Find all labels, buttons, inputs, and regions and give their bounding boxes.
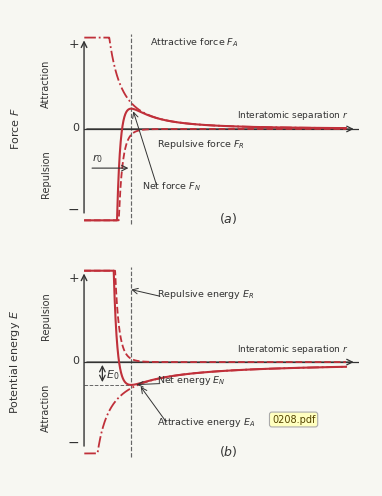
Text: 0: 0	[72, 123, 79, 132]
Text: $(a)$: $(a)$	[219, 211, 237, 226]
Text: Repulsion: Repulsion	[41, 151, 51, 198]
Text: Repulsive force $F_R$: Repulsive force $F_R$	[157, 138, 245, 151]
Text: +: +	[68, 38, 79, 52]
Text: $E_0$: $E_0$	[106, 368, 120, 381]
Text: Interatomic separation $r$: Interatomic separation $r$	[237, 110, 349, 123]
Text: Net force $F_N$: Net force $F_N$	[142, 180, 201, 192]
Text: Potential energy $E$: Potential energy $E$	[8, 310, 22, 414]
Text: −: −	[67, 435, 79, 449]
Text: +: +	[68, 271, 79, 285]
Text: Attractive energy $E_A$: Attractive energy $E_A$	[157, 416, 256, 429]
Text: 0: 0	[72, 356, 79, 366]
Text: Attraction: Attraction	[41, 59, 51, 108]
Text: $r_0$: $r_0$	[92, 153, 103, 165]
Text: $(b)$: $(b)$	[219, 444, 238, 459]
Text: Attractive force $F_A$: Attractive force $F_A$	[149, 36, 238, 49]
Text: Repulsive energy $E_R$: Repulsive energy $E_R$	[157, 288, 255, 301]
Text: Interatomic separation $r$: Interatomic separation $r$	[237, 343, 349, 356]
Text: Force $F$: Force $F$	[9, 108, 21, 150]
Text: Repulsion: Repulsion	[41, 293, 51, 340]
Text: Attraction: Attraction	[41, 383, 51, 432]
Text: Net energy $E_N$: Net energy $E_N$	[157, 374, 226, 387]
Text: −: −	[67, 202, 79, 216]
Text: 0208.pdf: 0208.pdf	[272, 415, 315, 425]
